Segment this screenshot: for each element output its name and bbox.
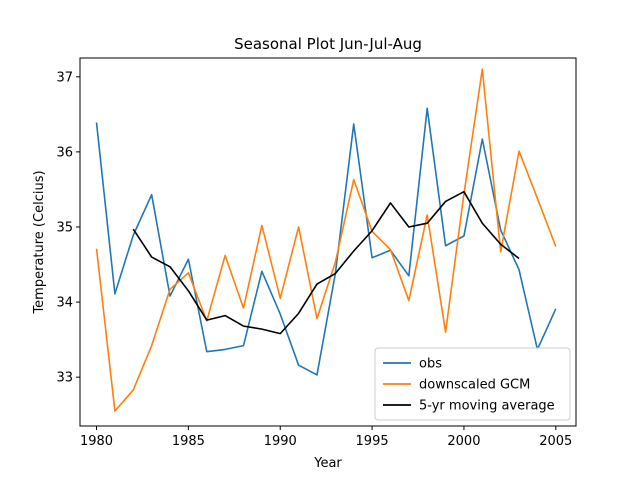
x-tick-label-3: 1995 — [356, 434, 389, 449]
series-line-2 — [132, 190, 520, 335]
y-axis-label: Temperature (Celcius) — [32, 170, 47, 314]
legend-label-0: obs — [419, 357, 442, 372]
x-tick-label-5: 2005 — [539, 434, 572, 449]
series-line-1 — [95, 68, 557, 412]
x-axis-label: Year — [313, 456, 342, 471]
x-tick-label-1: 1985 — [172, 434, 205, 449]
legend: obs downscaled GCM 5-yr moving average — [374, 347, 571, 421]
x-tick-label-2: 1990 — [264, 434, 297, 449]
legend-label-1: downscaled GCM — [419, 378, 530, 393]
y-tick-label-2: 35 — [56, 220, 73, 235]
x-tick-label-4: 2000 — [447, 434, 480, 449]
legend-label-2: 5-yr moving average — [419, 399, 555, 414]
plot-area-frame — [79, 57, 577, 427]
x-tick-label-0: 1980 — [80, 434, 113, 449]
chart-title: Seasonal Plot Jun-Jul-Aug — [234, 35, 422, 53]
y-tick-label-4: 37 — [56, 70, 73, 85]
y-tick-label-1: 34 — [56, 296, 73, 311]
legend-box — [374, 347, 571, 421]
series-line-0 — [95, 107, 557, 376]
y-tick-label-3: 36 — [56, 145, 73, 160]
y-tick-label-0: 33 — [56, 371, 73, 386]
